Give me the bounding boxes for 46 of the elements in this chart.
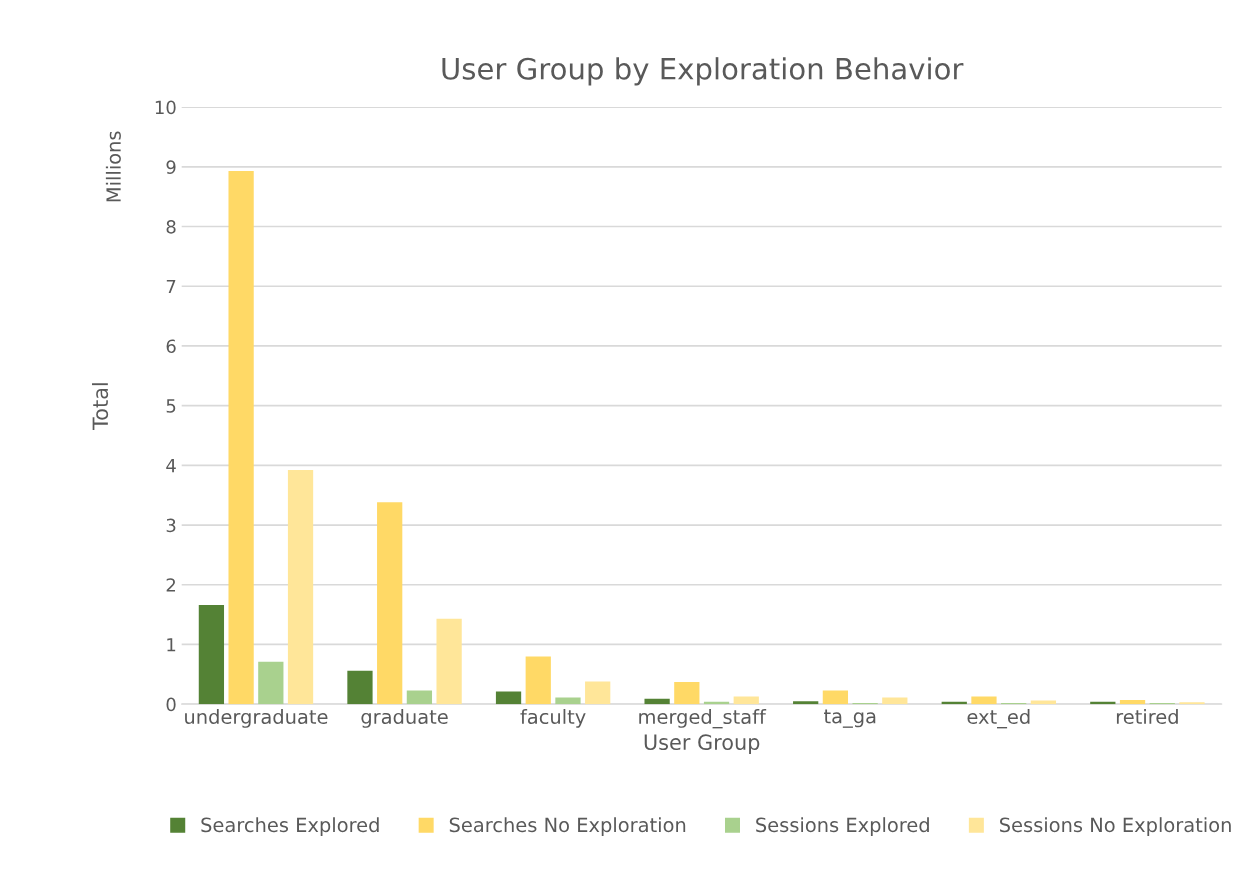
y-tick-label: 0 [166,697,176,712]
y-tick-label: 8 [166,219,176,234]
y-tick-label: 2 [166,578,176,592]
bar [228,171,254,705]
y-axis-title: Total [92,383,109,431]
x-tick-label: faculty [520,709,586,728]
legend-label: Sessions No Exploration [1000,817,1231,836]
bar [882,697,908,705]
y-tick-label: 3 [166,518,176,533]
y-tick-label: 5 [166,399,176,413]
x-axis-title: User Group [644,734,760,755]
x-tick-label: undergraduate [185,709,328,728]
chart-title: User Group by Exploration Behavior [442,57,964,86]
bar [644,698,670,705]
bar [1119,699,1146,705]
bar [971,696,997,705]
bar [347,670,373,705]
text: Millions [105,131,121,202]
y-tick-label: 1 [167,638,176,652]
x-tick-label: ta_ga [824,709,876,728]
bar [406,690,433,705]
x-tick-label: merged_staff [639,709,767,729]
bar [822,690,849,705]
bar [377,502,403,705]
bar [436,618,462,705]
bar [733,696,759,705]
legend-label: Searches Explored [201,817,379,836]
y-tick-label: 4 [166,459,176,473]
bar [585,681,611,705]
x-tick-label: retired [1116,709,1178,725]
y-tick-label: 10 [155,100,176,115]
x-tick-label: ext_ed [967,709,1030,729]
x-tick-label: graduate [361,709,448,728]
bar [198,605,225,705]
bar [495,691,522,705]
y-tick-label: 6 [166,339,176,354]
bar [793,701,819,705]
bar [525,656,551,705]
y-tick-label: 7 [166,279,176,294]
legend-label: Sessions Explored [756,817,929,836]
bar [674,682,700,705]
bar [555,697,581,705]
bar [258,661,284,705]
legend-label: Searches No Exploration [449,817,686,836]
bar [287,470,314,705]
y-tick-label: 9 [166,160,176,174]
